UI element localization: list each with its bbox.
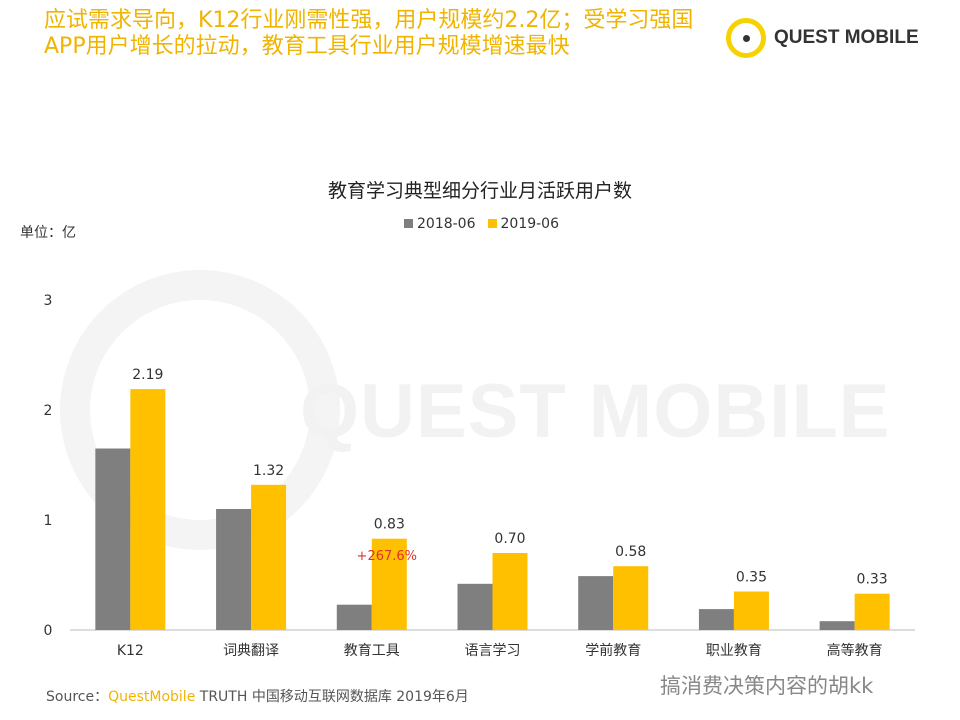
unit-label: 单位：亿 [20, 225, 76, 241]
source-prefix: Source： [46, 689, 109, 705]
source-note: Source：QuestMobile TRUTH 中国移动互联网数据库 2019… [46, 688, 469, 706]
legend-item-2019: 2019-06 [487, 216, 560, 232]
data-label: 0.70 [494, 531, 525, 547]
quest-mobile-logo-icon [726, 18, 766, 58]
bar-2019-06 [854, 593, 890, 630]
bar-2019-06 [613, 566, 649, 630]
bar-2018-06 [457, 583, 493, 630]
y-tick-label: 1 [44, 513, 53, 529]
data-label: 0.33 [857, 572, 888, 588]
data-label: 0.35 [736, 570, 767, 586]
source-rest: TRUTH 中国移动互联网数据库 2019年6月 [199, 689, 469, 705]
legend: 2018-06 2019-06 [404, 216, 559, 232]
bar-2018-06 [216, 509, 252, 630]
headline: 应试需求导向，K12行业刚需性强，用户规模约2.2亿；受学习强国APP用户增长的… [44, 8, 694, 59]
data-label: 2.19 [132, 367, 163, 383]
x-tick-label: 学前教育 [585, 642, 641, 659]
y-tick-label: 3 [44, 293, 53, 309]
wechat-watermark: 搞消费决策内容的胡kk [660, 674, 874, 698]
legend-label: 2018-06 [417, 216, 476, 232]
bar-2019-06 [130, 389, 166, 630]
y-tick-label: 2 [44, 403, 53, 419]
x-tick-label: 语言学习 [465, 643, 521, 659]
logo-text: QUEST MOBILE [774, 27, 919, 48]
bar-2018-06 [698, 609, 734, 630]
x-tick-label: 职业教育 [706, 643, 762, 659]
bar-2018-06 [819, 621, 855, 630]
legend-item-2018: 2018-06 [404, 216, 476, 232]
bar-2018-06 [578, 576, 614, 630]
bar-2019-06 [251, 484, 287, 630]
growth-annotation: +267.6% [357, 549, 417, 564]
bar-2019-06 [492, 553, 528, 630]
legend-swatch [487, 219, 497, 228]
bar-2019-06 [371, 538, 407, 630]
bar-2018-06 [336, 604, 372, 630]
x-tick-label: 高等教育 [827, 642, 883, 659]
x-tick-label: 教育工具 [344, 643, 400, 659]
data-label: 1.32 [253, 463, 284, 479]
data-label: 0.83 [374, 517, 405, 533]
source-brand: QuestMobile [108, 689, 196, 705]
data-label: 0.58 [615, 544, 646, 560]
y-tick-label: 0 [44, 623, 53, 639]
legend-label: 2019-06 [500, 216, 560, 232]
bar-2018-06 [95, 448, 131, 630]
chart-title: 教育学习典型细分行业月活跃用户数 [327, 180, 632, 202]
x-tick-label: 词典翻译 [223, 643, 279, 659]
legend-swatch [404, 219, 413, 228]
x-tick-label: K12 [117, 643, 144, 659]
bar-2019-06 [733, 591, 769, 630]
logo: QUEST MOBILE [726, 18, 919, 58]
watermark-text: QUEST MOBILE [300, 369, 891, 454]
